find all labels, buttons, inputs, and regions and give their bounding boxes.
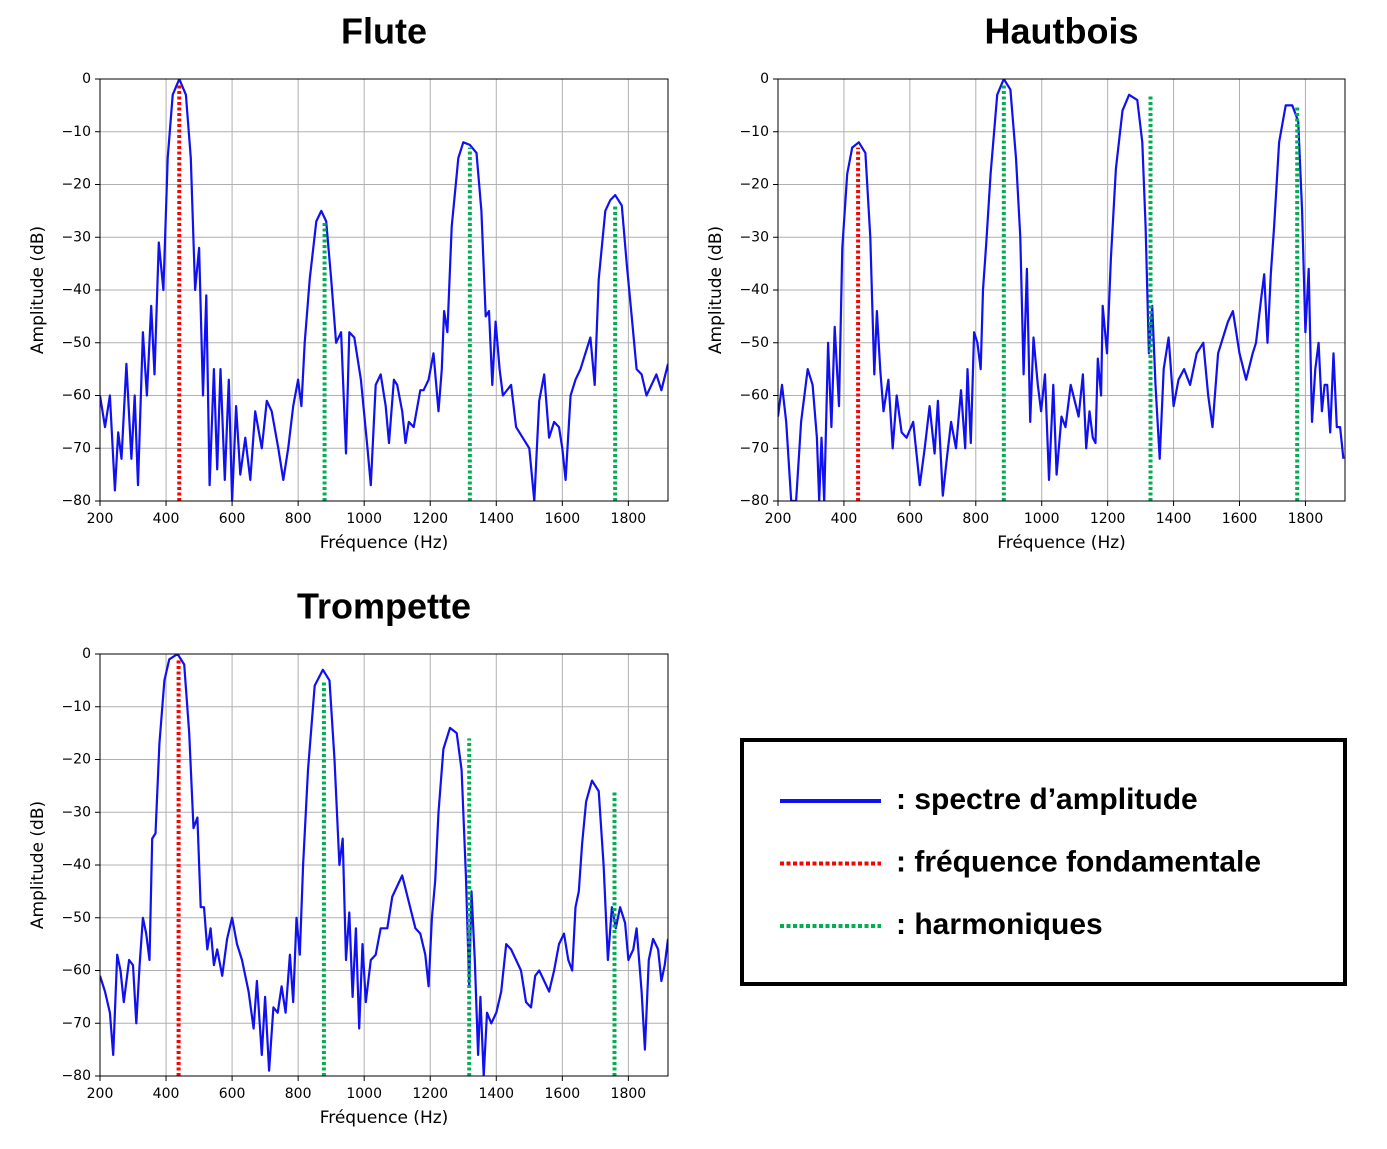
x-tick-label: 1600: [545, 511, 581, 527]
x-tick-label: 400: [153, 511, 180, 527]
y-tick-label: −40: [61, 282, 91, 298]
x-tick-label: 400: [831, 511, 858, 527]
y-tick-label: −80: [61, 493, 91, 509]
y-tick-label: 0: [82, 71, 91, 87]
chart-title: Trompette: [297, 586, 471, 627]
x-tick-label: 800: [962, 511, 989, 527]
x-tick-label: 1400: [478, 511, 514, 527]
legend-label: : fréquence fondamentale: [896, 845, 1261, 878]
y-tick-label: −50: [739, 335, 769, 351]
y-tick-label: −70: [61, 1015, 91, 1031]
y-axis-label: Amplitude (dB): [28, 226, 48, 354]
plot-frame: [99, 653, 669, 1077]
y-tick-label: −60: [61, 388, 91, 404]
y-tick-label: −60: [61, 963, 91, 979]
y-axis-label: Amplitude (dB): [706, 226, 726, 354]
plot-frame: [99, 78, 669, 502]
x-tick-label: 1000: [346, 511, 382, 527]
x-tick-label: 600: [896, 511, 923, 527]
y-tick-label: −50: [61, 910, 91, 926]
x-tick-label: 1600: [1222, 511, 1258, 527]
x-tick-label: 1400: [478, 1086, 514, 1102]
y-tick-label: −20: [61, 752, 91, 768]
x-tick-label: 1200: [1090, 511, 1126, 527]
x-tick-label: 1600: [545, 1086, 581, 1102]
y-tick-label: −30: [61, 804, 91, 820]
x-tick-label: 1800: [1288, 511, 1324, 527]
y-tick-label: −10: [739, 124, 769, 140]
x-tick-label: 1200: [412, 511, 448, 527]
subplot: Trompette Fréquence (Hz) Amplitude (dB) 0 −1…: [28, 586, 669, 1128]
y-tick-label: −50: [61, 335, 91, 351]
y-tick-label: −30: [739, 229, 769, 245]
x-tick-label: 1800: [611, 511, 647, 527]
chart-title: Flute: [341, 11, 427, 52]
y-tick-label: −80: [739, 493, 769, 509]
y-tick-label: −70: [61, 440, 91, 456]
spectrum-line: [778, 79, 1345, 501]
x-axis-label: Fréquence (Hz): [320, 533, 449, 553]
x-tick-label: 800: [285, 1086, 312, 1102]
y-tick-label: −30: [61, 229, 91, 245]
subplot: Flute Fréquence (Hz) Amplitude (dB) 0 −10 −20…: [28, 11, 669, 553]
x-tick-label: 200: [765, 511, 792, 527]
x-tick-label: 600: [219, 511, 246, 527]
y-tick-label: −80: [61, 1068, 91, 1084]
y-tick-label: −70: [739, 440, 769, 456]
x-tick-label: 1000: [1024, 511, 1060, 527]
y-tick-label: −40: [739, 282, 769, 298]
x-axis-label: Fréquence (Hz): [320, 1108, 449, 1128]
x-tick-label: 1000: [346, 1086, 382, 1102]
x-tick-label: 200: [87, 511, 114, 527]
y-tick-label: −20: [739, 177, 769, 193]
y-tick-label: −10: [61, 699, 91, 715]
spectrum-line: [100, 654, 668, 1076]
x-tick-label: 800: [285, 511, 312, 527]
subplot: Hautbois Fréquence (Hz) Amplitude (dB) 0 −10…: [706, 11, 1346, 553]
x-axis-label: Fréquence (Hz): [997, 533, 1126, 553]
legend-label: : harmoniques: [896, 908, 1103, 941]
x-tick-label: 200: [87, 1086, 114, 1102]
legend-label: : spectre d’amplitude: [896, 783, 1198, 816]
y-tick-label: −60: [739, 388, 769, 404]
y-axis-label: Amplitude (dB): [28, 801, 48, 929]
chart-title: Hautbois: [984, 11, 1138, 52]
x-tick-label: 600: [219, 1086, 246, 1102]
y-tick-label: 0: [82, 646, 91, 662]
y-tick-label: −20: [61, 177, 91, 193]
x-tick-label: 400: [153, 1086, 180, 1102]
y-tick-label: −40: [61, 857, 91, 873]
x-tick-label: 1800: [611, 1086, 647, 1102]
plot-frame: [777, 78, 1346, 502]
x-tick-label: 1200: [412, 1086, 448, 1102]
spectrum-line: [100, 79, 668, 501]
x-tick-label: 1400: [1156, 511, 1192, 527]
y-tick-label: −10: [61, 124, 91, 140]
y-tick-label: 0: [760, 71, 769, 87]
